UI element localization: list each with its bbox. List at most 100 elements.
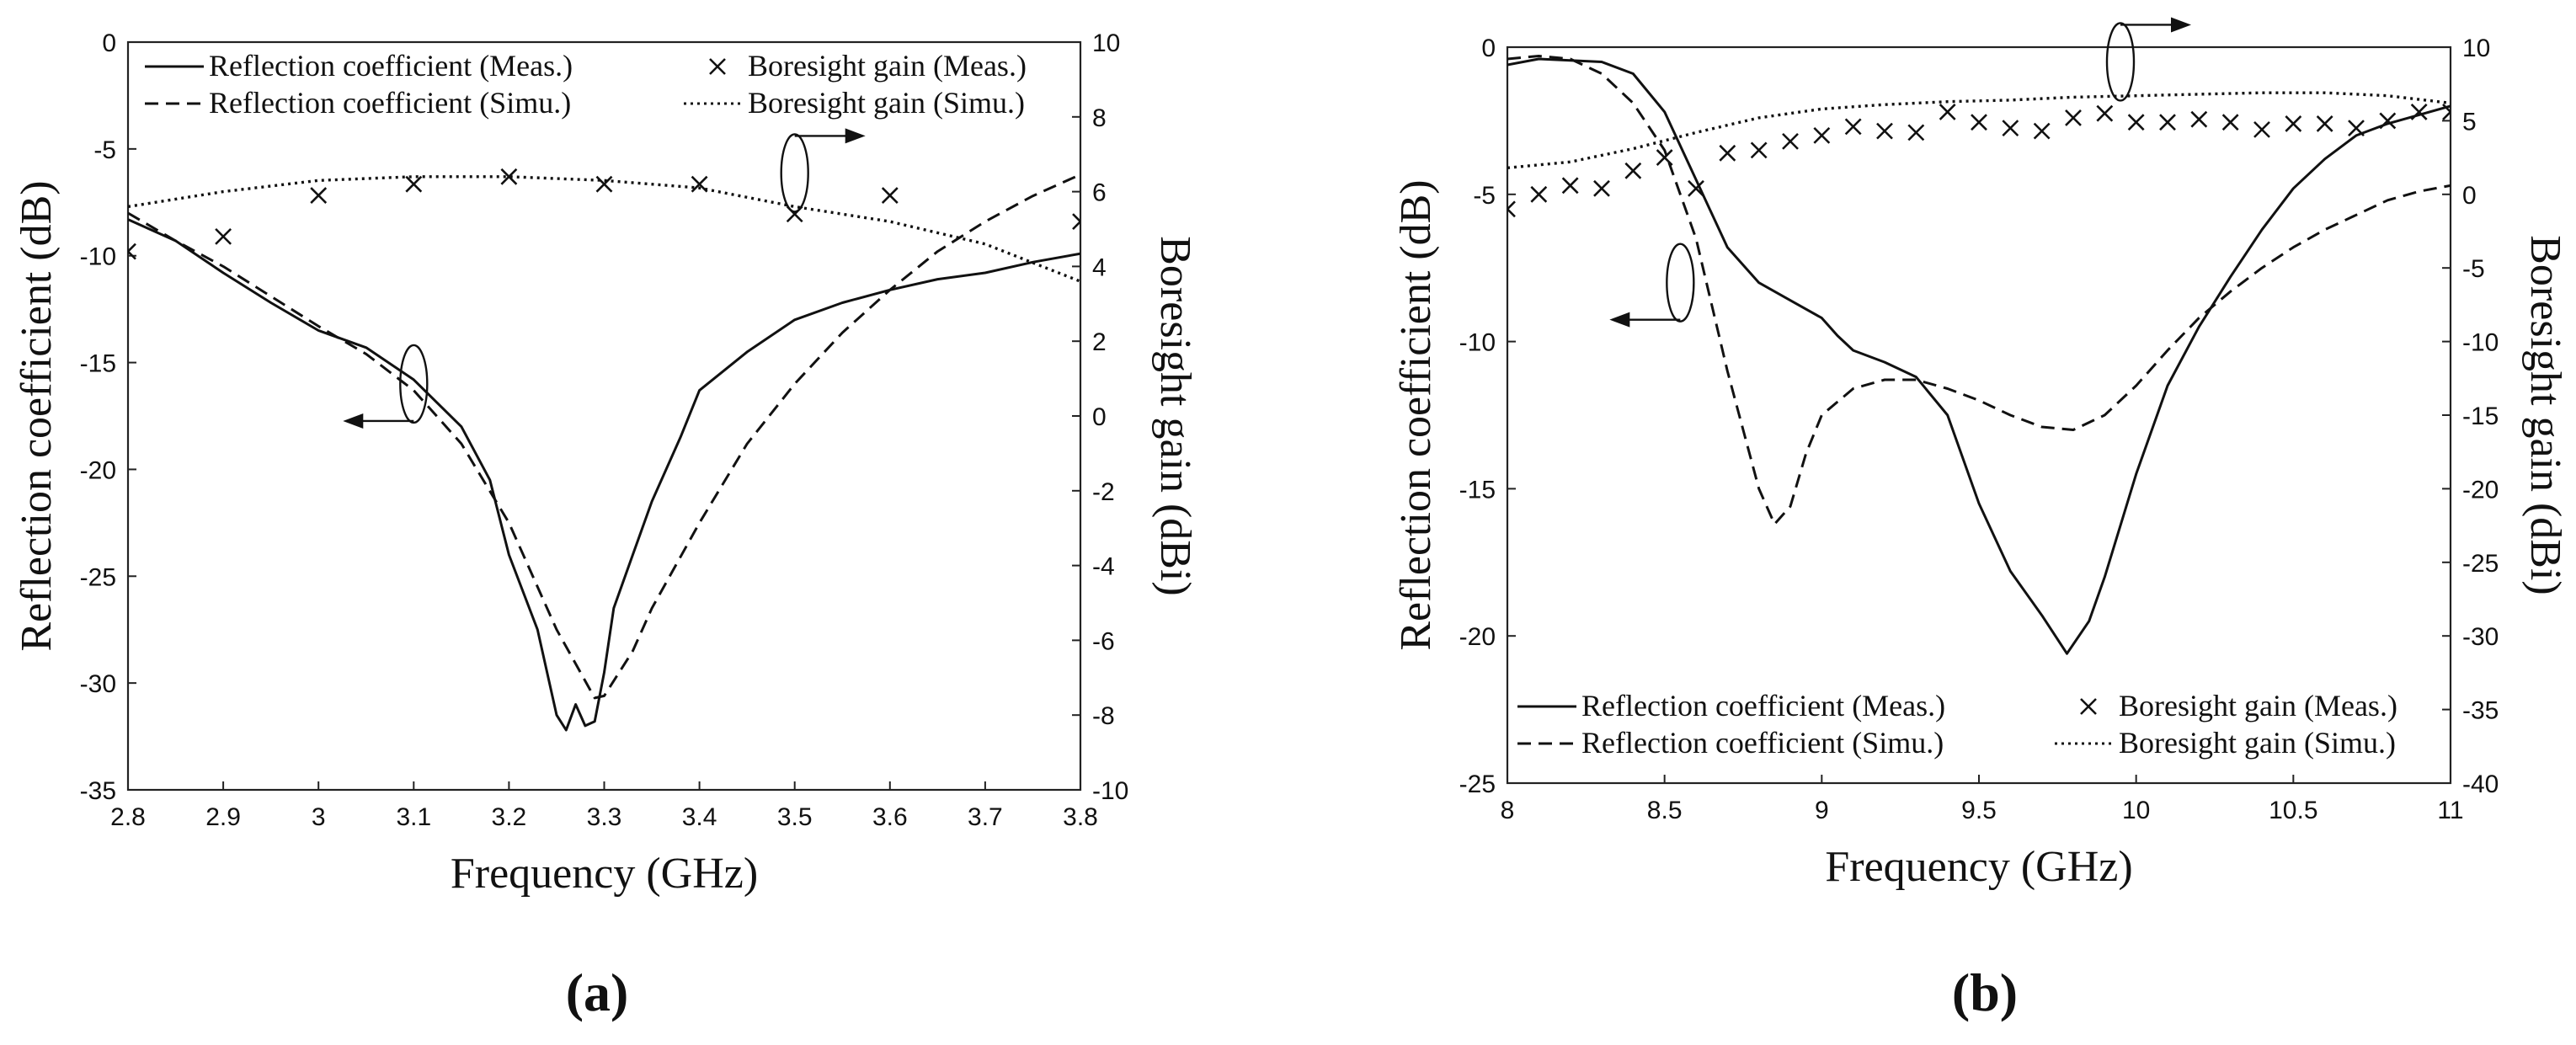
gain-meas-marker bbox=[215, 227, 232, 245]
gain-meas-marker bbox=[1719, 144, 1736, 162]
gain-meas-marker bbox=[1907, 124, 1925, 141]
y-tick-label: -20 bbox=[80, 456, 116, 484]
y2-tick-label: 5 bbox=[2462, 108, 2477, 136]
gain-meas-marker bbox=[128, 243, 136, 260]
y2-tick-label: -5 bbox=[2462, 255, 2485, 283]
gain-meas-marker bbox=[500, 168, 518, 185]
gain-meas-marker bbox=[2127, 114, 2145, 131]
annotation-arrow-right bbox=[780, 128, 866, 213]
legend-entry: Reflection coefficient (Simu.) bbox=[145, 86, 571, 120]
gain-meas-marker bbox=[2442, 103, 2451, 120]
gain-meas-marker bbox=[2316, 115, 2333, 132]
y2-axis-label: Boresight gain (dBi) bbox=[1151, 236, 1199, 596]
x-tick-label: 3 bbox=[312, 803, 326, 831]
gain-meas-marker bbox=[2379, 112, 2397, 130]
legend-label: Boresight gain (Meas.) bbox=[2119, 689, 2397, 722]
legend-entry: Reflection coefficient (Simu.) bbox=[1517, 726, 1944, 760]
legend-entry: Boresight gain (Simu.) bbox=[684, 86, 1025, 120]
annotation-arrow-right bbox=[2105, 17, 2191, 102]
legend-label: Reflection coefficient (Simu.) bbox=[1581, 726, 1944, 760]
gain-meas-marker bbox=[405, 175, 423, 193]
y2-tick-label: -25 bbox=[2462, 550, 2499, 578]
y-tick-label: -5 bbox=[1473, 182, 1496, 210]
gain-meas-marker bbox=[310, 187, 328, 204]
legend-marker bbox=[709, 58, 726, 75]
annotation-arrow-left bbox=[1609, 243, 1695, 328]
gain-meas-marker bbox=[1688, 179, 1704, 197]
y2-tick-label: 8 bbox=[1092, 104, 1107, 132]
reflection-coefficient-meas-line bbox=[128, 218, 1080, 732]
y-tick-label: 0 bbox=[1481, 35, 1496, 62]
x-tick-label: 3.3 bbox=[587, 803, 622, 831]
x-axis-label: Frequency (GHz) bbox=[1825, 843, 2132, 891]
gain-meas-marker bbox=[1561, 177, 1579, 195]
legend-label: Reflection coefficient (Simu.) bbox=[209, 86, 571, 120]
gain-meas-marker bbox=[2221, 114, 2239, 131]
x-tick-label: 3.5 bbox=[777, 803, 813, 831]
panel-label-a: (a) bbox=[566, 962, 629, 1022]
y2-tick-label: -2 bbox=[1092, 478, 1115, 506]
gain-meas-marker bbox=[2159, 114, 2176, 131]
x-tick-label: 8.5 bbox=[1647, 797, 1683, 824]
panel-label-b: (b) bbox=[1952, 962, 2018, 1022]
reflection-coefficient-simu-line bbox=[128, 173, 1080, 700]
y-axis-label: Reflection coefficient (dB) bbox=[13, 180, 61, 651]
y2-tick-label: -35 bbox=[2462, 697, 2499, 725]
x-tick-label: 3.1 bbox=[396, 803, 431, 831]
y2-tick-label: 4 bbox=[1092, 253, 1107, 281]
y-tick-label: -15 bbox=[80, 350, 116, 378]
x-tick-label: 2.8 bbox=[110, 803, 146, 831]
y-tick-label: -30 bbox=[80, 670, 116, 698]
gain-meas-marker bbox=[1813, 126, 1831, 144]
y2-tick-label: -10 bbox=[2462, 329, 2499, 357]
y2-tick-label: 2 bbox=[1092, 328, 1107, 356]
legend-label: Boresight gain (Simu.) bbox=[748, 86, 1025, 120]
y-tick-label: -25 bbox=[1459, 770, 1496, 798]
y2-tick-label: -40 bbox=[2462, 770, 2499, 798]
x-tick-label: 11 bbox=[2437, 797, 2463, 824]
gain-meas-marker bbox=[1750, 141, 1768, 159]
y2-tick-label: 6 bbox=[1092, 179, 1107, 207]
x-tick-label: 3.7 bbox=[968, 803, 1003, 831]
x-tick-label: 3.4 bbox=[682, 803, 717, 831]
x-tick-label: 2.9 bbox=[205, 803, 241, 831]
plot-area bbox=[128, 168, 1080, 732]
gain-meas-marker bbox=[1656, 149, 1673, 167]
y2-tick-label: 10 bbox=[2462, 35, 2490, 62]
y2-tick-label: 0 bbox=[1092, 403, 1107, 431]
legend-label: Boresight gain (Meas.) bbox=[748, 49, 1027, 83]
gain-meas-marker bbox=[1072, 213, 1080, 231]
gain-meas-marker bbox=[2285, 115, 2302, 132]
y-tick-label: -20 bbox=[1459, 623, 1496, 651]
annotation-arrow-left bbox=[343, 344, 429, 429]
gain-meas-marker bbox=[2002, 120, 2019, 137]
gain-meas-marker bbox=[691, 175, 708, 193]
gain-meas-marker bbox=[1876, 122, 1893, 140]
y2-tick-label: -8 bbox=[1092, 702, 1115, 730]
gain-meas-marker bbox=[1593, 179, 1610, 197]
x-tick-label: 8 bbox=[1501, 797, 1515, 824]
gain-meas-marker bbox=[1530, 185, 1548, 203]
gain-meas-marker bbox=[1971, 114, 1987, 131]
legend-entry: Boresight gain (Meas.) bbox=[2080, 689, 2397, 722]
y2-tick-label: 0 bbox=[2462, 182, 2477, 210]
gain-meas-marker bbox=[1507, 200, 1516, 218]
plot-area bbox=[1507, 55, 2451, 655]
gain-meas-marker bbox=[1624, 162, 1642, 179]
chart-panel-a: 2.8 2.9 3 3.1 3.2 3.3 3.4 3.5 3.6 3.7 3.8 0 -5 -10 -15… bbox=[13, 29, 1199, 898]
y-tick-label: -10 bbox=[80, 243, 116, 271]
gain-meas-marker bbox=[1782, 132, 1799, 150]
gain-meas-marker bbox=[2410, 103, 2428, 120]
legend-entry: Boresight gain (Simu.) bbox=[2055, 726, 2396, 760]
legend-entry: Reflection coefficient (Meas.) bbox=[1517, 689, 1945, 722]
legend-label: Boresight gain (Simu.) bbox=[2119, 726, 2396, 760]
y-tick-label: 0 bbox=[102, 29, 116, 57]
y-tick-label: -25 bbox=[80, 563, 116, 591]
x-tick-label: 9.5 bbox=[1961, 797, 1997, 824]
reflection-coefficient-meas-line bbox=[1507, 57, 2451, 655]
reflection-coefficient-simu-line bbox=[1507, 55, 2451, 525]
x-axis-label: Frequency (GHz) bbox=[451, 850, 758, 898]
y2-tick-label: 10 bbox=[1092, 29, 1120, 57]
x-tick-label: 3.8 bbox=[1063, 803, 1098, 831]
